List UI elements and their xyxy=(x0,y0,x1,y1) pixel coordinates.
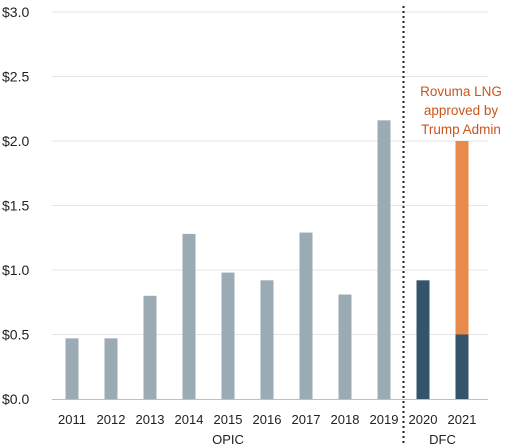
x-tick-label: 2014 xyxy=(175,412,204,427)
bar-dfc-2020 xyxy=(416,280,430,399)
annotation: Rovuma LNG approved by Trump Admin xyxy=(420,84,502,137)
bar-opic-2013 xyxy=(143,295,157,399)
bar-rovuma-2021 xyxy=(455,141,469,335)
x-tick-label: 2011 xyxy=(58,412,86,427)
group-label: OPIC xyxy=(212,432,244,447)
y-tick-label: $1.0 xyxy=(2,262,29,278)
y-tick-label: $0.0 xyxy=(2,391,29,407)
bar-opic-2016 xyxy=(260,280,274,399)
gridlines xyxy=(52,11,488,335)
x-tick-label: 2019 xyxy=(370,412,399,427)
y-tick-label: $2.0 xyxy=(2,133,29,149)
x-tick-label: 2021 xyxy=(448,412,477,427)
group-labels: OPIC DFC xyxy=(212,432,456,447)
x-tick-label: 2015 xyxy=(214,412,243,427)
x-tick-label: 2020 xyxy=(409,412,438,427)
y-tick-label: $2.5 xyxy=(2,69,29,85)
y-tick-label: $0.5 xyxy=(2,327,29,343)
x-tick-label: 2016 xyxy=(253,412,282,427)
annotation-line: approved by xyxy=(424,103,499,118)
bars xyxy=(65,120,469,400)
y-axis-tick-labels: $0.0 $0.5 $1.0 $1.5 $2.0 $2.5 $3.0 xyxy=(2,4,29,407)
x-axis-tick-labels: 2011 2012 2013 2014 2015 2016 2017 2018 2019 2020… xyxy=(58,412,476,427)
bar-opic-2017 xyxy=(299,232,313,399)
group-label: DFC xyxy=(429,432,456,447)
annotation-line: Trump Admin xyxy=(421,122,501,137)
y-tick-label: $1.5 xyxy=(2,198,29,214)
bar-opic-2012 xyxy=(104,338,118,399)
x-tick-label: 2017 xyxy=(292,412,321,427)
annotation-line: Rovuma LNG xyxy=(420,84,502,99)
bar-opic-2018 xyxy=(338,294,352,399)
bar-opic-2019 xyxy=(377,120,391,400)
bar-opic-2011 xyxy=(65,338,79,399)
x-tick-label: 2018 xyxy=(331,412,360,427)
x-tick-label: 2012 xyxy=(97,412,126,427)
x-tick-label: 2013 xyxy=(136,412,165,427)
bar-opic-2015 xyxy=(221,272,235,399)
y-tick-label: $3.0 xyxy=(2,4,29,20)
bar-opic-2014 xyxy=(182,233,196,399)
bar-dfc-2021 xyxy=(455,334,469,399)
